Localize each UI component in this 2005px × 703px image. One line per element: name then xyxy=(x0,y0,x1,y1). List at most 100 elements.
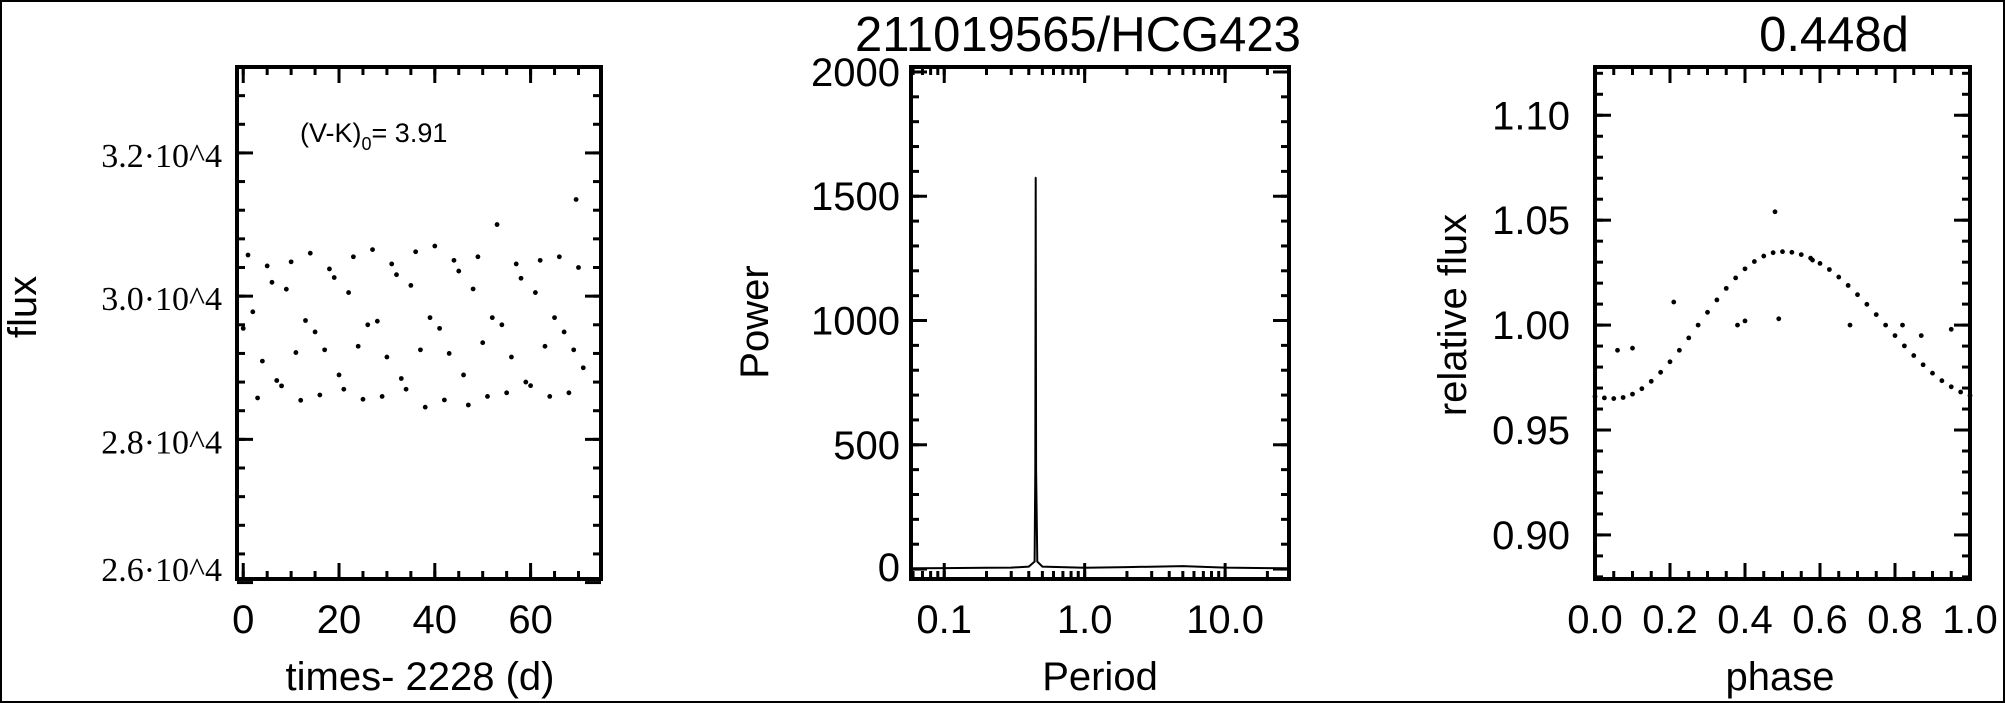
data-point xyxy=(327,266,332,272)
data-point xyxy=(240,325,246,331)
periodogram-point xyxy=(943,567,946,569)
data-point xyxy=(384,354,390,360)
data-point xyxy=(1611,396,1617,401)
data-point xyxy=(1883,322,1889,328)
data-point xyxy=(1735,322,1740,328)
data-point xyxy=(317,392,323,398)
periodogram-point xyxy=(1010,566,1013,569)
data-point xyxy=(1967,393,1973,399)
periodogram-point xyxy=(985,567,988,569)
data-point xyxy=(1930,370,1935,376)
data-point xyxy=(1615,347,1620,353)
y-tick-label: 0 xyxy=(878,546,900,590)
data-point xyxy=(432,243,438,249)
data-point xyxy=(1780,249,1785,255)
y-tick-label: 2000 xyxy=(811,51,900,95)
periodogram-point xyxy=(1083,567,1086,569)
data-point xyxy=(1770,250,1776,256)
data-point xyxy=(355,343,361,349)
data-point xyxy=(1939,378,1945,384)
data-point xyxy=(547,393,553,399)
data-point xyxy=(580,365,586,371)
data-point xyxy=(307,250,313,256)
data-point xyxy=(331,275,337,280)
data-point xyxy=(446,351,452,356)
data-point xyxy=(561,329,567,335)
y-tick-label: 0.95 xyxy=(1492,409,1570,453)
y-axis-label: relative flux xyxy=(1431,214,1475,416)
data-point xyxy=(1733,275,1739,281)
data-point xyxy=(1845,283,1851,288)
data-point xyxy=(1671,299,1677,305)
data-point xyxy=(1817,261,1823,266)
data-point xyxy=(279,383,284,389)
plot-frame xyxy=(235,65,603,581)
data-point xyxy=(303,318,308,323)
data-point xyxy=(398,376,404,381)
data-point xyxy=(1686,335,1692,341)
data-point xyxy=(422,404,428,410)
data-point xyxy=(413,249,419,255)
x-tick-label: 1.0 xyxy=(1942,598,1998,642)
data-point xyxy=(528,383,533,389)
data-point xyxy=(451,257,457,263)
data-point xyxy=(427,315,433,321)
data-point xyxy=(298,397,304,403)
y-axis-label: flux xyxy=(1,276,45,338)
data-point xyxy=(1855,292,1860,298)
x-axis-label: phase xyxy=(1726,655,1835,699)
data-point xyxy=(365,322,371,328)
data-point xyxy=(470,286,476,292)
phase-fold-panel: phase relative flux 0.0 0.2 0.4 0.6 0.8 1.0 0.… xyxy=(1431,65,1998,699)
periodogram-point xyxy=(1036,560,1039,563)
data-point xyxy=(274,378,280,383)
data-point xyxy=(288,259,294,265)
y-tick-label: 1.05 xyxy=(1492,199,1570,243)
x-tick-label: 0.0 xyxy=(1567,598,1623,642)
data-point xyxy=(1648,378,1654,384)
data-point xyxy=(456,268,462,274)
x-tick-label: 1.0 xyxy=(1057,598,1113,642)
data-point xyxy=(441,397,447,403)
data-point xyxy=(1948,326,1954,332)
data-point xyxy=(245,252,251,258)
data-point xyxy=(1630,345,1635,351)
x-tick-label: 60 xyxy=(508,598,553,642)
data-point xyxy=(360,396,366,402)
data-point xyxy=(259,358,265,364)
data-point xyxy=(571,347,577,353)
data-point xyxy=(341,386,347,392)
data-point xyxy=(537,257,543,263)
data-point xyxy=(336,372,342,378)
data-point xyxy=(1630,391,1635,397)
data-point xyxy=(403,386,409,392)
data-point xyxy=(509,354,514,360)
annotation-value: = 3.91 xyxy=(372,118,448,148)
data-point xyxy=(465,402,471,408)
y-tick-label: 2.6·10^4 xyxy=(101,552,222,589)
periodogram-point xyxy=(1287,567,1289,570)
data-point xyxy=(1911,353,1917,358)
periodogram-point xyxy=(1126,566,1128,568)
data-point xyxy=(552,315,557,321)
periodogram-point xyxy=(1034,176,1037,179)
data-point xyxy=(1676,347,1682,353)
data-point xyxy=(1714,297,1720,303)
periodogram-panel: Period Power 0.1 1.0 10.0 0 500 1000 1500 2000 xyxy=(733,51,1291,699)
data-point xyxy=(556,254,562,260)
data-point xyxy=(1789,249,1795,255)
plot-frame xyxy=(909,65,1291,581)
y-tick-label: 3.2·10^4 xyxy=(101,138,222,175)
data-point xyxy=(418,347,423,353)
data-point xyxy=(389,261,395,267)
periodogram-point xyxy=(1027,565,1030,568)
data-point xyxy=(573,197,579,202)
x-axis-label: times- 2228 (d) xyxy=(286,655,555,699)
data-point xyxy=(489,315,495,321)
data-point xyxy=(346,290,351,295)
data-point xyxy=(370,247,375,253)
data-point xyxy=(1742,266,1748,272)
data-point xyxy=(513,261,519,267)
